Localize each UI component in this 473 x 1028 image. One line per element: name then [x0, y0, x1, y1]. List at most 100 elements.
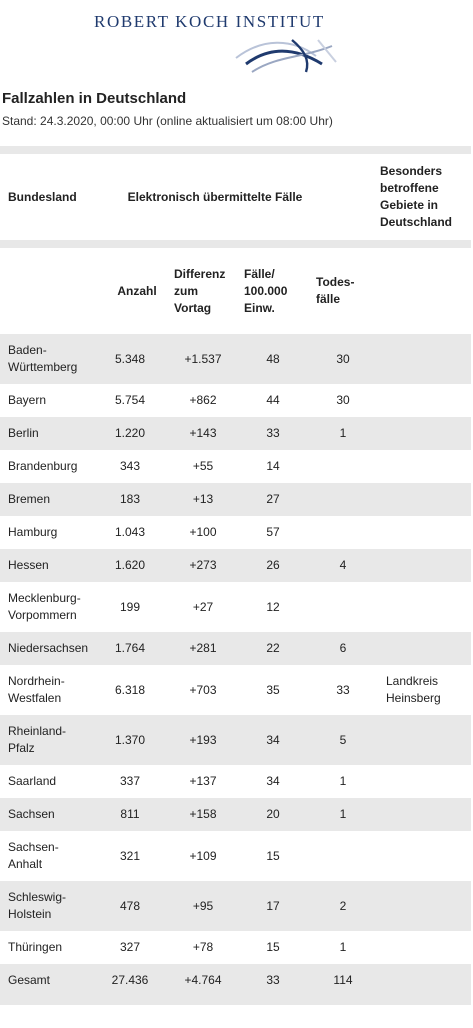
table-header-row: Bundesland Elektronisch übermittelte Fäl…: [0, 154, 471, 240]
cell-per100k: 20: [238, 798, 308, 831]
cell-per100k: 12: [266, 599, 280, 614]
cell-areas: [378, 334, 471, 384]
cell-per100k: 14: [266, 459, 280, 473]
col-header-diff: Differenz zum Vortag: [174, 266, 226, 315]
cell-areas: [378, 483, 471, 516]
cell-count: 811: [92, 798, 168, 831]
table-total-row: Gesamt 27.436 +4.764 33 114: [0, 964, 471, 997]
cell-deaths: 1: [308, 798, 378, 831]
cell-count: 343: [119, 459, 141, 473]
table-row: Sachsen-Anhalt 321 +109 15: [0, 831, 471, 881]
cell-diff: +158: [168, 798, 238, 831]
table-subheader-row: Anzahl Differenz zum Vortag Fälle/ 100.0…: [0, 248, 471, 334]
cell-state: Mecklenburg-Vorpommern: [8, 591, 81, 622]
cell-per100k: 57: [266, 525, 280, 539]
table-row: Hamburg 1.043 +100 57: [0, 516, 471, 549]
col-header-group: Elektronisch übermittelte Fälle: [127, 190, 303, 204]
col-header-per100k: Fälle/ 100.000 Einw.: [244, 266, 288, 315]
cell-deaths: 2: [308, 881, 378, 931]
cell-per100k: 15: [266, 848, 280, 863]
cell-areas: [378, 516, 471, 549]
cell-deaths: 5: [308, 715, 378, 765]
col-header-areas: Besonders betroffene Gebiete in Deutschl…: [380, 164, 453, 229]
cell-diff: +193: [168, 715, 238, 765]
cell-state: Hessen: [0, 549, 92, 582]
cell-count: 327: [119, 940, 141, 954]
cell-deaths: 30: [308, 334, 378, 384]
cell-deaths: 114: [308, 964, 378, 997]
cell-deaths: 33: [336, 682, 350, 697]
cell-state: Bremen: [0, 483, 92, 516]
cell-areas: [378, 964, 471, 997]
cell-areas: [378, 384, 471, 417]
cell-state: Sachsen-Anhalt: [8, 840, 59, 871]
cell-state: Thüringen: [8, 940, 63, 954]
cell-state: Baden-Württemberg: [0, 334, 92, 384]
cell-areas: [378, 582, 471, 632]
cell-count: 1.220: [92, 417, 168, 450]
rki-logo-icon: [235, 39, 337, 73]
cell-per100k: 44: [266, 393, 280, 407]
cell-areas: [378, 632, 471, 665]
case-table: Bundesland Elektronisch übermittelte Fäl…: [0, 146, 471, 1005]
cell-diff: +95: [168, 881, 238, 931]
table-row: Berlin 1.220 +143 33 1: [0, 417, 471, 450]
cell-count: 183: [92, 483, 168, 516]
cell-deaths: [308, 831, 378, 881]
table-row: Rheinland-Pfalz 1.370 +193 34 5: [0, 715, 471, 765]
cell-count: 478: [92, 881, 168, 931]
cell-count: 5.348: [92, 334, 168, 384]
cell-per100k: 15: [266, 940, 280, 954]
cell-count: 1.620: [92, 549, 168, 582]
cell-diff: +4.764: [168, 964, 238, 997]
cell-diff: +13: [168, 483, 238, 516]
cell-areas: [378, 549, 471, 582]
cell-per100k: 26: [238, 549, 308, 582]
header: ROBERT KOCH INSTITUT: [0, 0, 473, 80]
cell-per100k: 27: [238, 483, 308, 516]
cell-areas: [378, 715, 471, 765]
cell-state: Nordrhein-Westfalen: [8, 674, 65, 705]
table-row: Saarland 337 +137 34 1: [0, 765, 471, 798]
cell-state: Brandenburg: [8, 459, 78, 473]
cell-deaths: 1: [339, 774, 347, 788]
cell-state: Hamburg: [8, 525, 58, 539]
table-row: Thüringen 327 +78 15 1: [0, 931, 471, 964]
cell-deaths: [308, 516, 378, 549]
cell-diff: +55: [192, 459, 214, 473]
cell-diff: +703: [189, 682, 217, 697]
cell-areas: Landkreis Heinsberg: [386, 674, 441, 705]
cell-per100k: 33: [238, 964, 308, 997]
cell-state: Sachsen: [0, 798, 92, 831]
cell-deaths: 30: [336, 393, 350, 407]
cell-count: 27.436: [92, 964, 168, 997]
cell-count: 1.043: [114, 525, 146, 539]
cell-deaths: [308, 582, 378, 632]
cell-deaths: 4: [308, 549, 378, 582]
table-row: Schleswig-Holstein 478 +95 17 2: [0, 881, 471, 931]
cell-per100k: 17: [238, 881, 308, 931]
cell-diff: +862: [189, 393, 217, 407]
table-row: Baden-Württemberg 5.348 +1.537 48 30: [0, 334, 471, 384]
page-title: Fallzahlen in Deutschland: [2, 90, 187, 107]
cell-state: Gesamt: [0, 964, 92, 997]
col-header-count: Anzahl: [117, 283, 157, 298]
cell-areas: [378, 798, 471, 831]
cell-per100k: 22: [238, 632, 308, 665]
cell-per100k: 34: [266, 774, 280, 788]
col-header-deaths: Todes-fälle: [316, 275, 355, 306]
cell-count: 199: [119, 599, 141, 614]
table-row: Mecklenburg-Vorpommern 199 +27 12: [0, 582, 471, 632]
table-row: Nordrhein-Westfalen 6.318 +703 35 33 Landkrei…: [0, 665, 471, 715]
cell-deaths: [308, 483, 378, 516]
col-header-state: Bundesland: [8, 190, 77, 204]
cell-state: Bayern: [8, 393, 47, 407]
cell-deaths: 1: [339, 940, 347, 954]
cell-count: 5.754: [114, 393, 146, 407]
cell-deaths: [308, 450, 378, 483]
table-row: Bremen 183 +13 27: [0, 483, 471, 516]
cell-count: 6.318: [114, 682, 146, 697]
cell-per100k: 34: [238, 715, 308, 765]
cell-deaths: 1: [308, 417, 378, 450]
cell-per100k: 35: [266, 682, 280, 697]
